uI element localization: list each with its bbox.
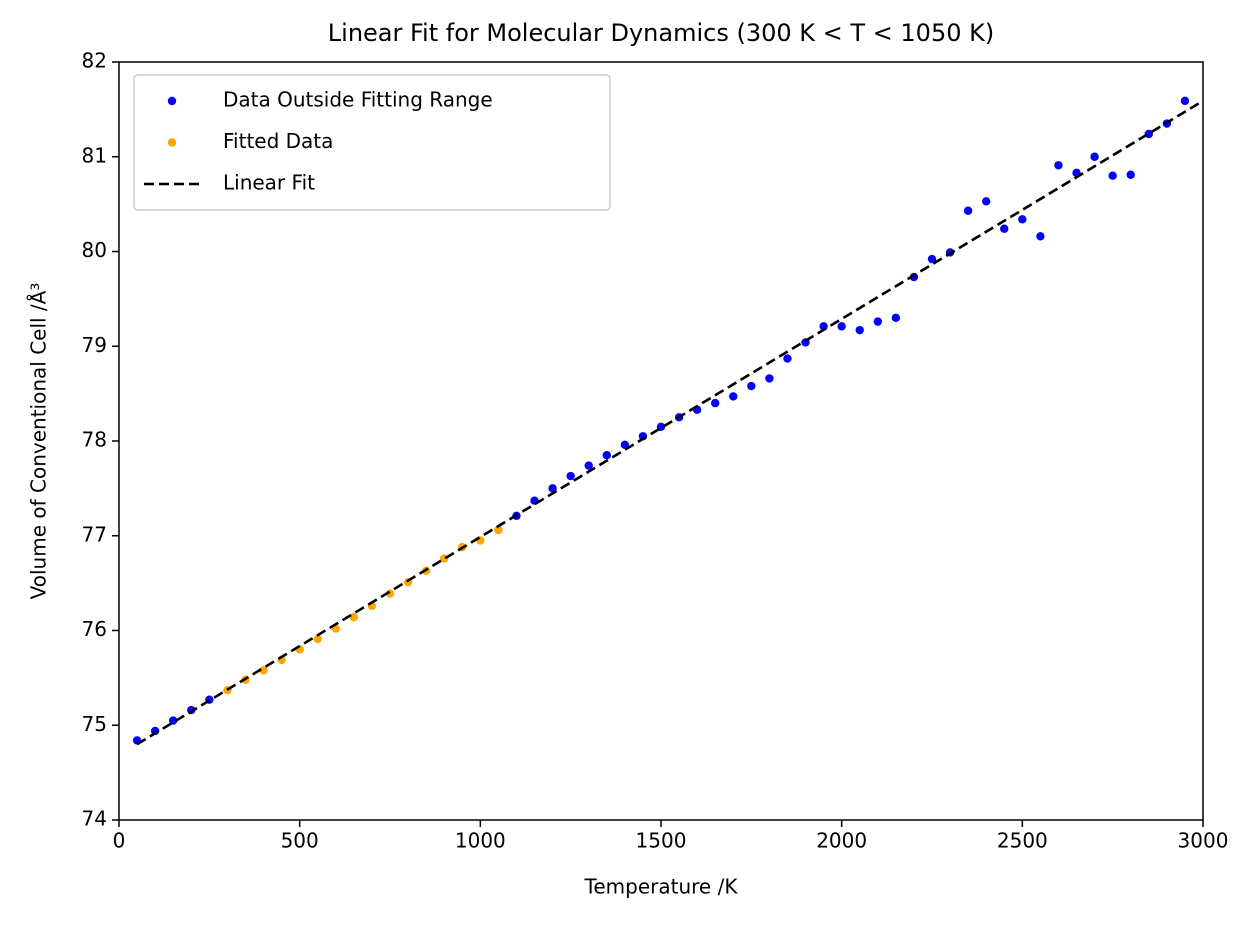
- y-tick-label: 74: [82, 807, 107, 831]
- data-point: [494, 525, 503, 535]
- data-point: [729, 392, 738, 401]
- data-point: [349, 613, 359, 622]
- data-point: [927, 254, 937, 264]
- legend-box: [133, 74, 611, 211]
- y-tick-label: 82: [82, 49, 107, 73]
- fit-line: [136, 99, 1204, 746]
- data-point: [1036, 232, 1045, 241]
- y-tick-label: 77: [82, 522, 107, 546]
- x-tick-label: 2500: [997, 829, 1048, 853]
- data-point: [620, 440, 630, 449]
- y-tick-label: 76: [82, 617, 107, 641]
- legend-marker: [167, 96, 177, 106]
- y-tick-label: 80: [82, 238, 107, 262]
- data-point: [566, 471, 575, 481]
- legend-marker: [167, 138, 177, 147]
- data-point: [313, 634, 322, 644]
- data-point: [1108, 171, 1117, 180]
- data-point: [1180, 96, 1190, 106]
- data-point: [584, 461, 593, 470]
- data-point: [1018, 215, 1027, 224]
- data-point: [602, 451, 611, 460]
- legend-label: Fitted Data: [223, 129, 333, 153]
- x-tick-label: 3000: [1178, 829, 1229, 853]
- x-tick-label: 1500: [636, 829, 687, 853]
- data-point: [873, 317, 882, 326]
- data-point: [963, 206, 973, 215]
- data-point: [1054, 161, 1063, 170]
- y-tick-label: 78: [82, 428, 107, 452]
- data-point: [169, 716, 178, 725]
- axes-frame: [118, 61, 1204, 821]
- x-tick-label: 2000: [816, 829, 867, 853]
- x-tick-label: 500: [281, 829, 319, 853]
- y-tick-label: 79: [82, 333, 107, 357]
- legend-label: Data Outside Fitting Range: [223, 88, 493, 112]
- data-point: [982, 197, 991, 206]
- data-point: [783, 354, 792, 363]
- y-tick-label: 81: [82, 143, 107, 167]
- x-tick-label: 0: [113, 829, 126, 853]
- data-point: [891, 313, 901, 323]
- data-point: [711, 398, 720, 408]
- data-point: [1126, 170, 1135, 179]
- x-axis-label: Temperature /K: [584, 875, 739, 899]
- data-point: [837, 322, 846, 331]
- plot-area: [132, 96, 1204, 746]
- data-point: [1090, 152, 1099, 161]
- data-point: [1000, 224, 1009, 233]
- data-point: [259, 666, 268, 675]
- data-point: [855, 325, 864, 335]
- legend: Data Outside Fitting Range Fitted Data Lin…: [133, 74, 611, 211]
- legend-label: Linear Fit: [223, 171, 315, 195]
- data-point: [747, 381, 756, 391]
- x-tick-label: 1000: [455, 829, 506, 853]
- data-point: [548, 484, 557, 493]
- data-point: [765, 374, 774, 383]
- y-tick-label: 75: [82, 712, 107, 736]
- y-axis-label: Volume of Conventional Cell /Å³: [27, 283, 51, 600]
- chart-title: Linear Fit for Molecular Dynamics (300 K…: [328, 19, 994, 47]
